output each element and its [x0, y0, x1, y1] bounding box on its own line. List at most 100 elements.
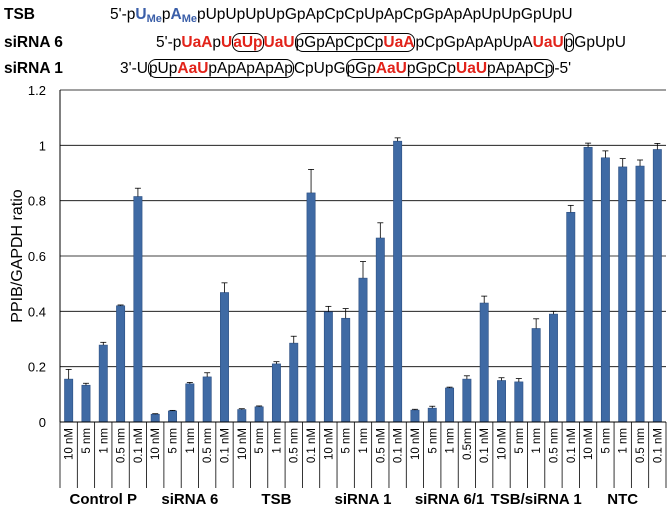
- sequence-segment: AaU: [375, 59, 407, 78]
- sequence-segment: p: [563, 33, 575, 52]
- bar: [635, 165, 645, 423]
- bar: [583, 146, 593, 423]
- bar: [150, 413, 160, 423]
- x-tick-label: 0.1 nM: [393, 428, 405, 463]
- x-tick-label: 10 nM: [150, 428, 162, 460]
- x-tick-label: 5 nm: [600, 428, 612, 454]
- x-tick-label: 0.5 nm: [635, 428, 647, 463]
- bar: [497, 380, 506, 423]
- sequence-segment: pGp: [345, 59, 376, 78]
- x-tick-label: 5 nm: [81, 428, 93, 454]
- group-label: Control P: [70, 491, 138, 508]
- bar: [254, 406, 264, 423]
- x-tick-label: 1 nm: [271, 428, 283, 454]
- sequence-segment: pApApApAp: [208, 59, 294, 78]
- x-tick-label: 10 nM: [497, 428, 509, 460]
- sequence-segment: GpUpU: [574, 34, 626, 51]
- bar: [358, 277, 368, 423]
- group-label: siRNA 6/1: [415, 491, 484, 508]
- x-tick-label: 5 nm: [254, 428, 266, 454]
- sequence-segment: U: [135, 6, 147, 23]
- x-tick-label: 0.5 nm: [116, 428, 128, 463]
- x-tick-label: 0.5nm: [462, 428, 474, 460]
- x-tick-label: 1 nm: [98, 428, 110, 454]
- group-label: TSB: [261, 491, 291, 508]
- sequence-segment: 5'-p: [110, 6, 136, 23]
- bar: [531, 328, 541, 423]
- sequence-segment: 5'-p: [156, 34, 182, 51]
- y-tick-label: 1.2: [28, 84, 46, 98]
- bar: [566, 211, 576, 423]
- bar: [341, 317, 351, 423]
- x-tick-label: 0.5 nm: [289, 428, 301, 463]
- x-tick-label: 0.5 nm: [548, 428, 560, 463]
- sequence-segment: 3'-U: [120, 60, 148, 77]
- x-tick-label: 0.1 nM: [306, 428, 318, 463]
- x-tick-label: 5 nm: [514, 428, 526, 454]
- sequence-name: siRNA 6: [4, 34, 63, 51]
- group-label: siRNA 1: [335, 491, 392, 508]
- x-tick-label: 1 nm: [445, 428, 457, 454]
- sequence-segment: pGpCp: [406, 59, 456, 78]
- sequence-segment: -5': [554, 60, 572, 77]
- y-tick-label: 0.4: [28, 304, 46, 319]
- x-tick-label: 10 nM: [410, 428, 422, 460]
- y-tick-label: 0: [39, 415, 46, 430]
- bar: [133, 196, 143, 423]
- bar: [323, 311, 333, 423]
- bar: [168, 410, 177, 423]
- sequence-segment: UaA: [383, 33, 416, 52]
- bar: [64, 378, 74, 423]
- sequence-segment: UaU: [456, 59, 488, 78]
- sequence-segment: A: [170, 6, 182, 23]
- group-label: siRNA 6: [161, 491, 218, 508]
- bar: [410, 409, 420, 423]
- group-label: NTC: [607, 491, 638, 508]
- x-tick-label: 10 nM: [583, 428, 595, 460]
- x-tick-label: 0.1 nM: [219, 428, 231, 463]
- sequence-segment: p: [161, 6, 171, 23]
- bar: [271, 363, 281, 423]
- bar: [237, 409, 247, 423]
- sequence-text: 5'-pUaApUaUpUaUpGpApCpCpUaApCpGpApApUpAU…: [156, 33, 626, 52]
- y-tick-label: 0.6: [28, 249, 46, 264]
- x-tick-label: 5 nm: [427, 428, 439, 454]
- chart-svg: 0 0.2 0.4 0.6 0.8 1 1.2 PPIB/GAPDH ratio 10 nM 5 …: [9, 83, 667, 508]
- sequence-segment: Me: [181, 13, 197, 25]
- x-tick-label: 0.5 nM: [375, 428, 387, 463]
- y-tick-label: 0.2: [28, 360, 46, 375]
- bar: [445, 387, 455, 423]
- bar: [549, 313, 558, 423]
- bar: [220, 292, 229, 423]
- x-tick-label: 0.1 nM: [479, 428, 491, 463]
- bar: [462, 378, 472, 423]
- bar-chart: 0 0.2 0.4 0.6 0.8 1 1.2 PPIB/GAPDH ratio 10 nM 5 …: [0, 83, 670, 508]
- sequence-text: 3'-UpUpAaUpApApApApCpUpGpGpAaUpGpCpUaUpA…: [120, 59, 572, 78]
- sequence-segment: Me: [146, 13, 162, 25]
- x-tick-label: 10 nM: [237, 428, 249, 460]
- x-tick-label: 5 nm: [341, 428, 353, 454]
- sequence-segment: pCpGpApApUpA: [415, 34, 533, 51]
- x-tick-label: 0.1 nM: [652, 428, 664, 463]
- y-tick-label: 1: [39, 138, 46, 153]
- bar: [375, 237, 385, 423]
- x-tick-label: 0.1 nM: [133, 428, 145, 463]
- sequence-segment: pGpApCpCp: [294, 33, 384, 52]
- bar: [514, 381, 524, 423]
- bar: [185, 383, 195, 423]
- x-tick-label: 1 nm: [358, 428, 370, 454]
- sequence-text: 5'-pUMepAMepUpUpUpUpGpApCpCpUpApCpGpApAp…: [110, 6, 573, 25]
- sequence-segment: aUp: [232, 33, 264, 52]
- y-tick-label: 0.8: [28, 194, 46, 209]
- sequence-segment: AaU: [177, 59, 209, 78]
- sequence-segment: pApApCp: [487, 59, 555, 78]
- x-tick-label: 1 nm: [185, 428, 197, 454]
- sequence-segment: UaA: [181, 34, 213, 51]
- bar: [98, 344, 108, 423]
- bar: [393, 140, 403, 423]
- group-label: TSB/siRNA 1: [491, 491, 582, 508]
- bar: [116, 305, 126, 423]
- bar: [427, 407, 437, 423]
- x-tick-label: 5 nm: [168, 428, 180, 454]
- bar: [306, 192, 316, 423]
